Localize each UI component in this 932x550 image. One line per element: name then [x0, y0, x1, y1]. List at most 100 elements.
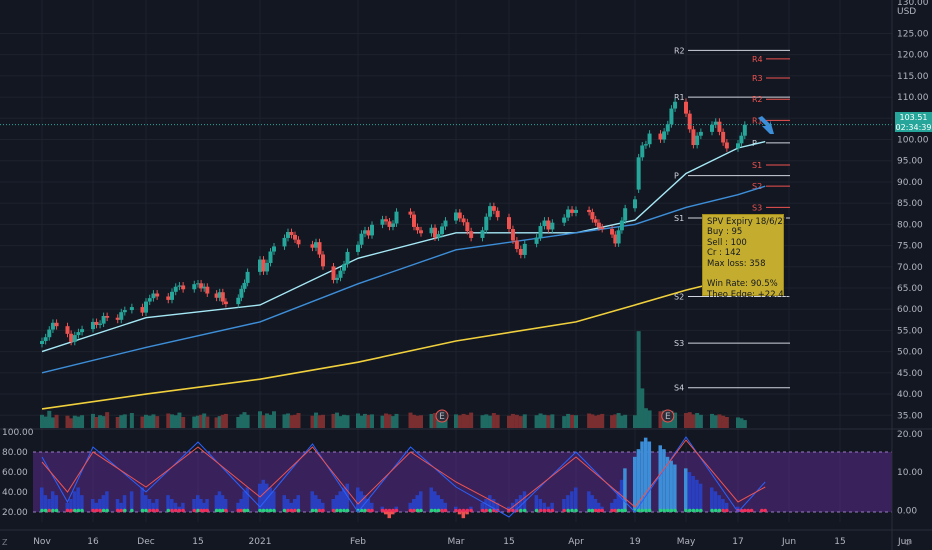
signal-dot — [380, 508, 385, 513]
price-tick-label: 125.00 — [897, 29, 929, 39]
signal-dot — [710, 508, 714, 513]
candle-body — [245, 271, 250, 283]
signal-dot — [391, 508, 395, 513]
candle-body — [321, 254, 325, 267]
signal-dot — [412, 508, 416, 513]
volume-bar — [43, 416, 48, 428]
histogram-bar — [236, 502, 240, 511]
pivot-label-s1: S1 — [674, 214, 684, 223]
candle-body — [80, 329, 85, 333]
signal-dot — [647, 508, 652, 513]
histogram-bar — [122, 495, 127, 511]
candle-body — [342, 264, 346, 271]
candle-body — [293, 234, 297, 240]
histogram-bar — [321, 502, 325, 511]
candle-body — [196, 283, 200, 285]
signal-dot — [662, 508, 666, 513]
signal-dot — [245, 508, 250, 513]
time-tick-label: 15 — [834, 537, 845, 547]
time-tick-label: Nov — [33, 537, 51, 547]
histogram-bar — [717, 495, 721, 511]
candle-body — [550, 222, 555, 230]
histogram-bar — [265, 483, 269, 511]
volume-bar — [658, 411, 663, 428]
histogram-bar — [684, 468, 688, 511]
histogram-bar — [335, 495, 339, 511]
volume-bar — [380, 415, 385, 428]
histogram-bar — [713, 491, 718, 511]
settings-icon[interactable]: ⚙ — [904, 538, 912, 547]
histogram-bar — [363, 495, 367, 511]
signal-dot — [123, 508, 127, 513]
stoch-d-line — [41, 439, 766, 511]
volume-bar — [317, 415, 322, 428]
histogram-bar — [119, 502, 123, 511]
candle-body — [491, 206, 496, 211]
candle-body — [50, 322, 55, 330]
candle-body — [484, 216, 489, 231]
spv-annotation[interactable]: SPV Expiry 18/6/21 Buy : 95 Sell : 100 Cr :… — [702, 214, 792, 300]
histogram-bar — [590, 495, 594, 511]
signal-dot — [570, 508, 574, 513]
signal-dot — [546, 508, 551, 513]
histogram-bar — [356, 487, 360, 511]
volume-bar — [673, 412, 678, 428]
volume-bar — [387, 414, 392, 428]
volume-bar — [363, 413, 367, 428]
candle-body — [101, 316, 106, 324]
signal-dot — [574, 508, 578, 513]
signal-dot — [550, 508, 555, 513]
candle-body — [265, 262, 269, 272]
candle-body — [394, 211, 399, 224]
candle-body — [739, 135, 744, 144]
signal-dot — [484, 508, 489, 513]
signal-dot — [286, 508, 290, 513]
annotation-line: Buy : 95 — [707, 227, 743, 238]
signal-dot — [721, 508, 725, 513]
candle-body — [220, 292, 225, 302]
signal-dot — [151, 508, 156, 513]
candle-body — [223, 301, 228, 305]
candle-body — [665, 124, 670, 132]
candle-body — [469, 231, 474, 238]
volume-bar — [724, 417, 729, 428]
histogram-bar — [600, 506, 604, 511]
signal-dot — [314, 508, 318, 513]
volume-bar — [366, 414, 371, 428]
volume-bar — [345, 415, 350, 428]
volume-bar — [436, 416, 441, 428]
candles[interactable] — [40, 0, 765, 348]
time-tick-label: Jun — [897, 537, 912, 547]
volume-bar — [101, 416, 106, 428]
signal-dot — [511, 508, 515, 513]
candle-body — [616, 230, 621, 244]
volume-bar — [562, 416, 567, 428]
histogram-bar — [205, 499, 209, 511]
price-tick-label: 100.00 — [897, 136, 929, 146]
volume-bar — [356, 413, 360, 428]
candle-body — [600, 227, 605, 230]
histogram-bar — [289, 502, 293, 511]
signal-dot — [166, 508, 171, 513]
signal-dot — [593, 508, 598, 513]
zoom-icon[interactable]: Z — [2, 538, 8, 547]
volume-bar — [643, 408, 648, 428]
volume-bar — [286, 413, 290, 428]
signal-dot — [488, 508, 492, 513]
candle-body — [408, 211, 413, 215]
volume-bar — [140, 416, 145, 428]
candle-body — [643, 144, 648, 146]
candle-body — [736, 143, 740, 149]
histogram-bar — [54, 495, 59, 511]
signal-dot — [335, 508, 339, 513]
candle-body — [691, 129, 696, 146]
signal-dot — [338, 508, 343, 513]
candle-body — [239, 288, 244, 298]
price-axis-top: 130.00 — [897, 0, 929, 8]
candle-body — [166, 296, 171, 300]
volume-bar — [408, 412, 413, 428]
histogram-bar — [69, 499, 73, 511]
histogram-bar — [342, 487, 346, 511]
